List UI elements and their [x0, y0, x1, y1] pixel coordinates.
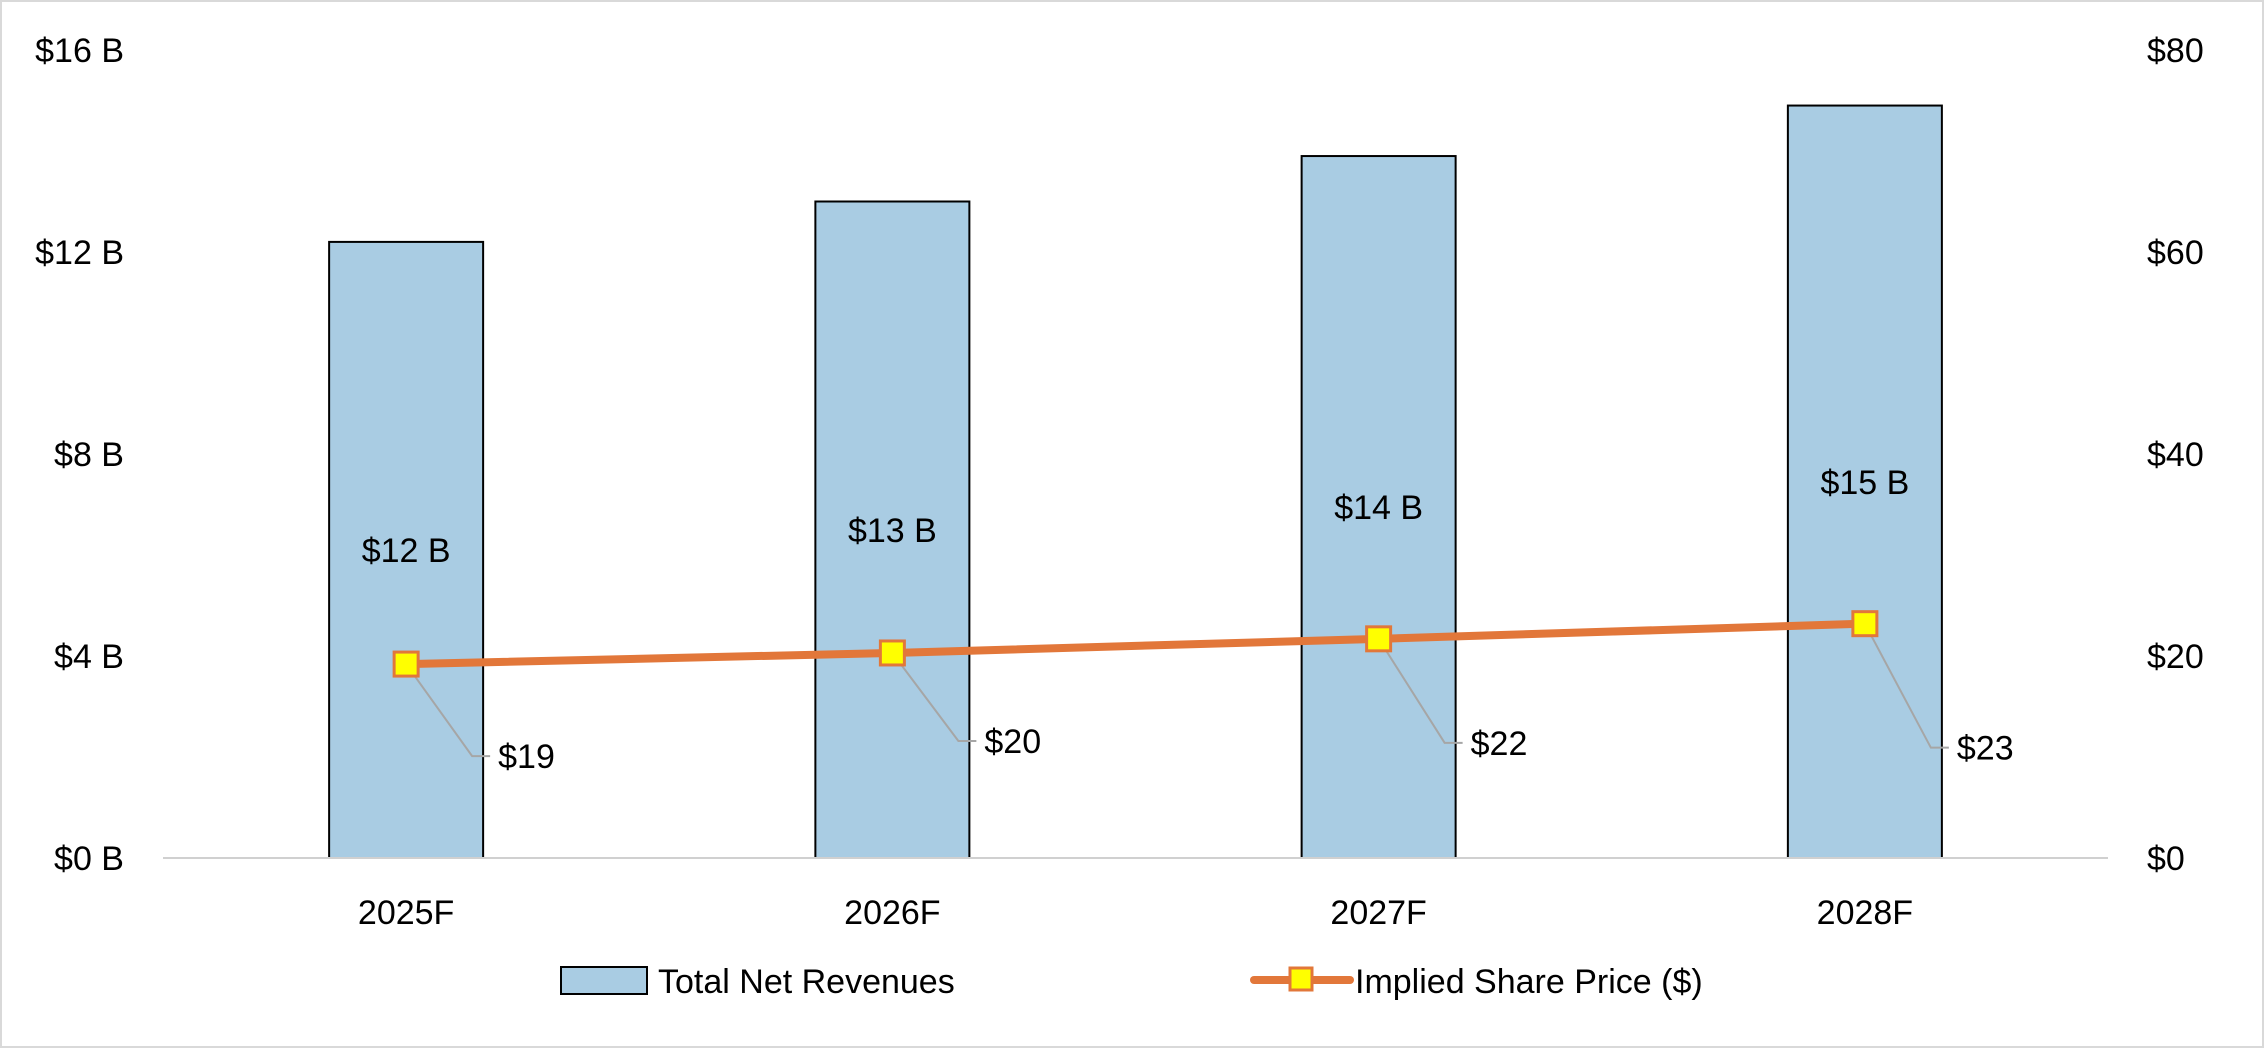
- leader-line: [405, 663, 491, 758]
- legend-label-share-price: Implied Share Price ($): [1355, 963, 1703, 1001]
- legend-marker-share-price: [1288, 966, 1314, 992]
- line-data-label: $20: [984, 723, 1041, 761]
- legend: Total Net Revenues Implied Share Price (…: [560, 963, 1703, 1001]
- right-tick-label: $60: [2147, 234, 2204, 272]
- line-data-label: $23: [1957, 730, 2014, 768]
- share-price-marker: [1851, 610, 1879, 638]
- line-data-label: $22: [1471, 725, 1528, 763]
- right-tick-label: $40: [2147, 436, 2204, 474]
- line-data-labels: $19 $20 $22 $23: [498, 723, 2013, 776]
- line-markers: [392, 610, 1879, 678]
- share-price-line: [402, 619, 1869, 669]
- left-tick-label: $8 B: [54, 436, 124, 474]
- share-price-marker: [878, 639, 906, 667]
- x-tick-label: 2025F: [358, 894, 454, 932]
- x-tick-label: 2026F: [844, 894, 940, 932]
- left-tick-label: $16 B: [35, 32, 124, 70]
- share-price-marker: [1365, 625, 1393, 653]
- right-axis: $0 $20 $40 $60 $80: [2147, 32, 2204, 878]
- share-price-marker: [392, 650, 420, 678]
- bar: [328, 240, 485, 859]
- bar: [1786, 104, 1943, 860]
- bar: [814, 200, 971, 859]
- leader-line: [1863, 623, 1949, 749]
- leader-lines: [405, 623, 1949, 758]
- legend-label-revenues: Total Net Revenues: [658, 963, 955, 1001]
- x-tick-label: 2028F: [1817, 894, 1913, 932]
- leader-line: [891, 652, 977, 742]
- bar-data-label: $15 B: [1820, 464, 1909, 502]
- right-tick-label: $0: [2147, 840, 2185, 878]
- line-series: [402, 619, 1869, 669]
- bar-data-label: $12 B: [362, 532, 451, 570]
- left-tick-label: $12 B: [35, 234, 124, 272]
- left-tick-label: $4 B: [54, 638, 124, 676]
- bar-data-labels: $12 B $13 B $14 B $15 B: [362, 464, 1910, 570]
- x-axis: 2025F 2026F 2027F 2028F: [358, 894, 1913, 932]
- bar-data-label: $13 B: [848, 512, 937, 550]
- leader-line: [1377, 638, 1463, 744]
- line-data-label: $19: [498, 738, 555, 776]
- x-tick-label: 2027F: [1330, 894, 1426, 932]
- right-tick-label: $80: [2147, 32, 2204, 70]
- left-axis: $0 B $4 B $8 B $12 B $16 B: [35, 32, 124, 878]
- bar-series: [328, 104, 1943, 860]
- bar-data-label: $14 B: [1334, 489, 1423, 527]
- left-tick-label: $0 B: [54, 840, 124, 878]
- legend-swatch-revenues: [560, 966, 648, 995]
- bar: [1300, 155, 1457, 860]
- right-tick-label: $20: [2147, 638, 2204, 676]
